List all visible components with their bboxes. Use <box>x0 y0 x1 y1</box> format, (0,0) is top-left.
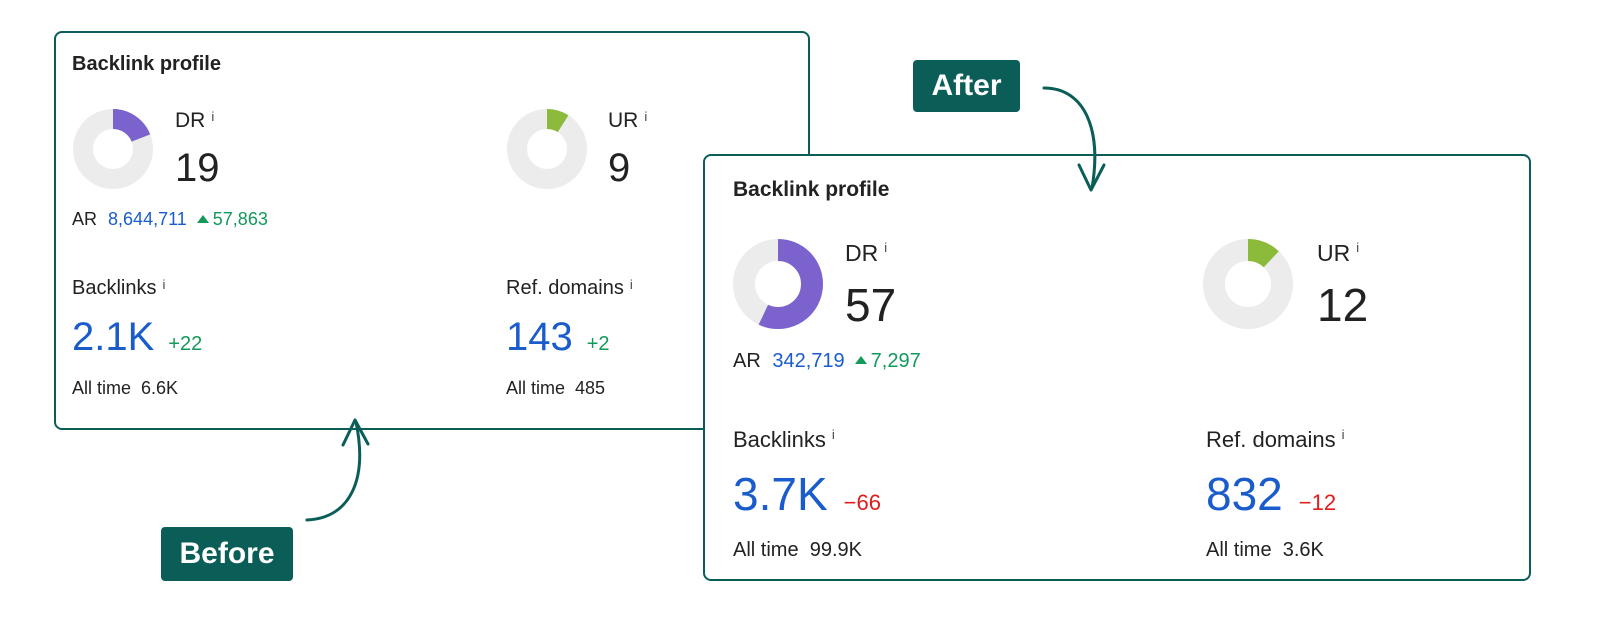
donut-value-arc <box>1203 239 1293 329</box>
ref-domains-label: Ref. domains i <box>506 277 633 300</box>
all-time-label: All time <box>72 378 132 398</box>
backlinks-label-text: Backlinks <box>733 427 826 452</box>
dr-label-text: DR <box>845 240 879 266</box>
all-time-label: All time <box>1206 539 1272 561</box>
info-icon[interactable]: i <box>1341 427 1345 442</box>
before-badge: Before <box>161 527 293 581</box>
info-icon[interactable]: i <box>884 240 888 255</box>
card-title: Backlink profile <box>733 178 890 201</box>
all-time-value: 485 <box>575 378 606 398</box>
dr-label-text: DR <box>175 109 206 132</box>
ur-donut-chart <box>507 109 587 189</box>
up-arrow-icon <box>854 356 867 365</box>
ref-domains-value-row: 143 +2 <box>506 315 610 360</box>
donut-value-arc <box>733 239 823 329</box>
ref-domains-value[interactable]: 832 <box>1206 468 1283 520</box>
dr-label: DR i <box>175 109 214 133</box>
info-icon[interactable]: i <box>1356 240 1360 255</box>
dr-label: DR i <box>845 240 887 267</box>
after-badge: After <box>913 60 1020 112</box>
dr-value: 57 <box>845 279 897 331</box>
ar-label: AR <box>733 350 761 372</box>
dr-donut-chart <box>73 109 153 189</box>
backlinks-change: +22 <box>168 333 203 355</box>
ur-label-text: UR <box>1317 240 1351 266</box>
ref-domains-label-text: Ref. domains <box>1206 427 1336 452</box>
ur-label-text: UR <box>608 109 639 132</box>
ref-domains-all-time: All time 3.6K <box>1206 539 1324 562</box>
ref-domains-change: +2 <box>586 333 610 355</box>
backlinks-all-time: All time 6.6K <box>72 378 178 399</box>
ar-row: AR 8,644,711 57,863 <box>72 209 268 230</box>
backlinks-all-time: All time 99.9K <box>733 539 862 562</box>
ar-value[interactable]: 342,719 <box>772 350 845 372</box>
info-icon[interactable]: i <box>831 427 835 442</box>
card-title: Backlink profile <box>72 53 221 75</box>
ar-value[interactable]: 8,644,711 <box>108 209 187 229</box>
backlinks-value-row: 2.1K +22 <box>72 315 202 360</box>
backlinks-label-text: Backlinks <box>72 277 157 299</box>
all-time-value: 3.6K <box>1282 539 1324 561</box>
backlinks-value[interactable]: 3.7K <box>733 468 828 520</box>
ur-value: 12 <box>1317 279 1369 331</box>
donut-value-arc <box>73 109 153 189</box>
backlinks-value-row: 3.7K −66 <box>733 467 881 521</box>
ref-domains-all-time: All time 485 <box>506 378 605 399</box>
info-icon[interactable]: i <box>629 277 633 292</box>
up-arrow-icon <box>196 214 209 223</box>
info-icon[interactable]: i <box>211 109 215 124</box>
all-time-label: All time <box>506 378 566 398</box>
ar-label: AR <box>72 209 98 229</box>
before-backlink-profile-card: Backlink profile DR i 19 UR i 9 AR 8,644,7… <box>54 31 810 430</box>
dr-value: 19 <box>175 146 220 190</box>
backlinks-label: Backlinks i <box>733 427 835 453</box>
info-icon[interactable]: i <box>162 277 166 292</box>
info-icon[interactable]: i <box>644 109 648 124</box>
donut-value-arc <box>507 109 587 189</box>
backlinks-change: −66 <box>843 490 881 515</box>
backlinks-value[interactable]: 2.1K <box>72 315 155 359</box>
before-arrow-icon <box>305 420 362 522</box>
ref-domains-label-text: Ref. domains <box>506 277 624 299</box>
ref-domains-value-row: 832 −12 <box>1206 467 1336 521</box>
ref-domains-change: −12 <box>1298 490 1337 515</box>
ur-label: UR i <box>1317 240 1359 267</box>
after-arrowhead-icon <box>1077 163 1106 192</box>
ur-label: UR i <box>608 109 647 133</box>
all-time-value: 6.6K <box>141 378 179 398</box>
before-arrowhead-icon <box>341 418 370 447</box>
ur-value: 9 <box>608 146 631 190</box>
ref-domains-value[interactable]: 143 <box>506 315 573 359</box>
dr-donut-chart <box>733 239 823 329</box>
all-time-label: All time <box>733 539 799 561</box>
ar-row: AR 342,719 7,297 <box>733 350 921 373</box>
ur-donut-chart <box>1203 239 1293 329</box>
ref-domains-label: Ref. domains i <box>1206 427 1345 453</box>
backlinks-label: Backlinks i <box>72 277 165 300</box>
after-backlink-profile-card: Backlink profile DR i 57 UR i 12 AR 342,71… <box>703 154 1531 581</box>
all-time-value: 99.9K <box>809 539 862 561</box>
after-arrow-icon <box>1042 86 1097 190</box>
ar-change: 7,297 <box>870 350 921 372</box>
ar-change: 57,863 <box>212 209 268 229</box>
